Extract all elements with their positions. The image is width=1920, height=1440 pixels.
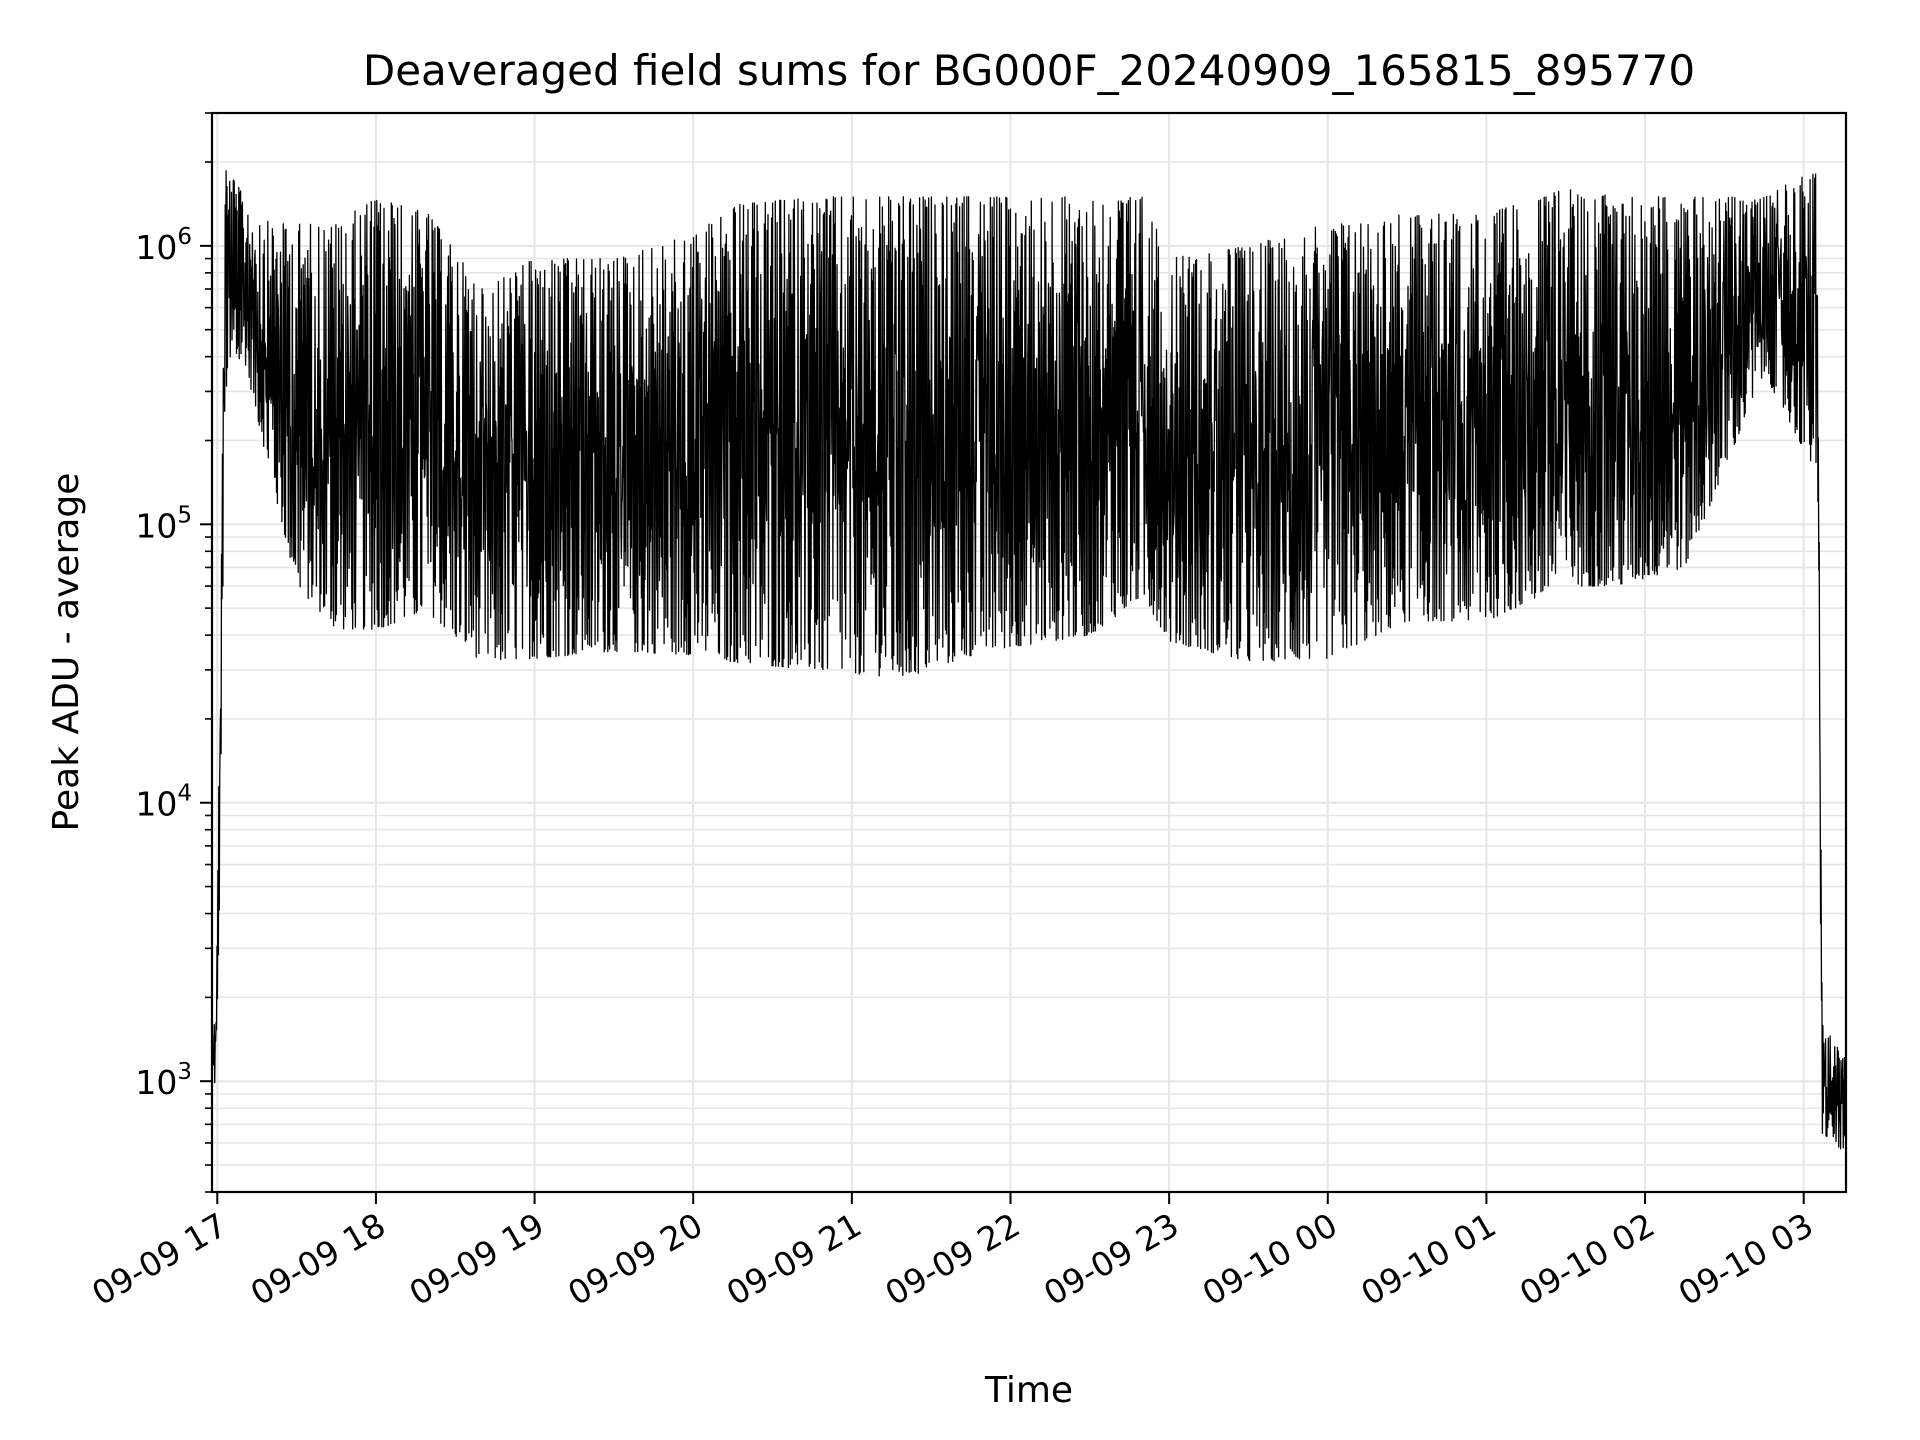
y-tick-label-exponent: 6: [177, 224, 192, 250]
y-tick-label: 104: [135, 781, 192, 824]
y-tick-label: 105: [135, 502, 192, 545]
chart-title: Deaveraged field sums for BG000F_2024090…: [363, 46, 1695, 95]
y-tick-label-base: 10: [135, 785, 177, 824]
y-tick-label-base: 10: [135, 228, 177, 267]
x-axis-label: Time: [984, 1370, 1073, 1411]
y-tick-label: 106: [135, 224, 192, 267]
y-tick-label-exponent: 4: [177, 781, 192, 807]
y-tick-label-exponent: 5: [177, 502, 192, 528]
y-axis-label: Peak ADU - average: [46, 473, 87, 832]
y-tick-label-base: 10: [135, 506, 177, 545]
y-tick-label-base: 10: [135, 1063, 177, 1102]
plot-frame: [210, 111, 1848, 1194]
y-tick-label-exponent: 3: [177, 1059, 192, 1085]
y-tick-label: 103: [135, 1059, 192, 1102]
data-series: [211, 170, 1847, 1150]
series-line: [211, 170, 1847, 1150]
